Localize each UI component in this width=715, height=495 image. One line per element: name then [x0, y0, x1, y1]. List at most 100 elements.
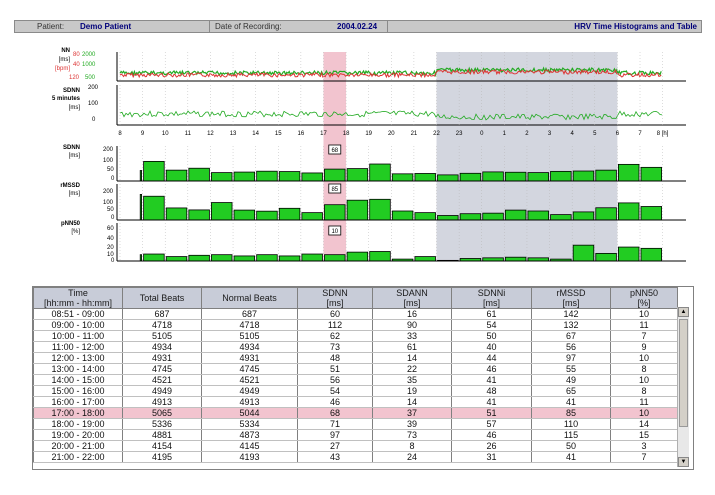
table-cell: 11: [610, 319, 678, 331]
scrollbar-thumb[interactable]: [679, 319, 688, 427]
table-cell: 4931: [201, 352, 298, 364]
sdnn-bar: [482, 171, 504, 182]
time-axis-label: 9: [141, 131, 145, 137]
nn-title: NN: [61, 48, 70, 54]
table-row[interactable]: 11:00 - 12:00 4934 4934 73 61 40 56 9: [33, 341, 678, 353]
col-header-sdnni[interactable]: SDNNi [ms]: [451, 287, 532, 309]
table-cell: 41: [531, 396, 611, 408]
table-row[interactable]: 20:00 - 21:00 4154 4145 27 8 26 50 3: [33, 440, 678, 452]
table-cell: 56: [297, 374, 373, 386]
sdnn5-unit: [ms]: [68, 105, 80, 111]
table-cell: 110: [531, 418, 611, 430]
sdnn-bar: [143, 160, 165, 182]
nn-left-tick: 80: [73, 52, 80, 58]
table-scrollbar[interactable]: ▲ ▼: [677, 307, 689, 467]
table-cell: 5336: [122, 418, 202, 430]
table-cell: 19:00 - 20:00: [33, 429, 123, 441]
col-header-sdnn[interactable]: SDNN [ms]: [297, 287, 373, 309]
table-cell: 4521: [201, 374, 298, 386]
nn-unit-ms: [ms]: [58, 57, 70, 63]
table-row[interactable]: 10:00 - 11:00 5105 5105 62 33 50 67 7: [33, 330, 678, 342]
table-cell: 50: [451, 330, 532, 342]
table-cell: 22: [372, 363, 452, 375]
scroll-down-icon[interactable]: ▼: [678, 457, 689, 467]
col-header-total-beats[interactable]: Total Beats: [122, 287, 202, 309]
time-axis-label: 8 [h]: [657, 131, 669, 137]
sdnn-bar: [165, 169, 188, 182]
hrv-table[interactable]: Time [hh:mm - hh:mm] Total Beats Normal B…: [32, 286, 694, 470]
table-cell: 61: [451, 308, 532, 320]
sdnn5-title: SDNN: [62, 88, 80, 94]
sdnn-bar: [391, 173, 414, 182]
sdnn-bar: [369, 163, 391, 182]
rmssd-bar: [527, 210, 549, 221]
pnn50-bar: [233, 255, 256, 262]
time-axis-label: 4: [571, 131, 575, 137]
table-cell: 71: [297, 418, 373, 430]
table-cell: 4193: [201, 451, 298, 463]
table-cell: 90: [372, 319, 452, 331]
time-axis-label: 20: [388, 131, 395, 137]
table-cell: 11: [610, 396, 678, 408]
table-cell: 68: [297, 407, 373, 419]
table-row[interactable]: 18:00 - 19:00 5336 5334 71 39 57 110 14: [33, 418, 678, 430]
table-cell: 46: [451, 429, 532, 441]
sdnn-callout-value: 68: [331, 148, 338, 154]
time-axis-label: 23: [456, 131, 463, 137]
table-cell: 5105: [201, 330, 298, 342]
sdnn-bar: [550, 170, 572, 182]
col-header-normal-beats[interactable]: Normal Beats: [201, 287, 298, 309]
col-header-rmssd[interactable]: rMSSD [ms]: [531, 287, 611, 309]
table-row[interactable]: 08:51 - 09:00 687 687 60 16 61 142 10: [33, 308, 678, 320]
table-cell: 14:00 - 15:00: [33, 374, 123, 386]
table-row[interactable]: 14:00 - 15:00 4521 4521 56 35 41 49 10: [33, 374, 678, 386]
table-cell: 4745: [122, 363, 202, 375]
rmssd-bar: [504, 209, 527, 221]
table-cell: 12:00 - 13:00: [33, 352, 123, 364]
table-row[interactable]: 16:00 - 17:00 4913 4913 46 14 41 41 11: [33, 396, 678, 408]
rmssd-bar: [165, 207, 188, 221]
sdnn5-subtitle: 5 minutes: [51, 96, 80, 102]
pnn50-unit: [%]: [71, 229, 80, 235]
scroll-up-icon[interactable]: ▲: [678, 307, 689, 317]
table-cell: 37: [372, 407, 452, 419]
table-cell: 9: [610, 341, 678, 353]
table-row[interactable]: 12:00 - 13:00 4931 4931 48 14 44 97 10: [33, 352, 678, 364]
col-header-time[interactable]: Time [hh:mm - hh:mm]: [33, 287, 123, 309]
table-cell: 4154: [122, 440, 202, 452]
table-cell: 85: [531, 407, 611, 419]
time-axis-label: 22: [433, 131, 440, 137]
table-row[interactable]: 15:00 - 16:00 4949 4949 54 19 48 65 8: [33, 385, 678, 397]
sdnn-tick: 50: [107, 167, 114, 173]
nn-right-tick: 1000: [82, 62, 96, 68]
table-cell: 15: [610, 429, 678, 441]
table-row[interactable]: 13:00 - 14:00 4745 4745 51 22 46 55 8: [33, 363, 678, 375]
table-cell: 57: [451, 418, 532, 430]
table-cell: 41: [451, 374, 532, 386]
sdnn-bar: [640, 166, 663, 182]
pnn50-bar: [617, 246, 640, 262]
table-row[interactable]: 21:00 - 22:00 4195 4193 43 24 31 41 7: [33, 451, 678, 463]
table-row[interactable]: 19:00 - 20:00 4881 4873 97 73 46 115 15: [33, 429, 678, 441]
sdnn-bar: [278, 171, 301, 182]
table-cell: 16: [372, 308, 452, 320]
col-header-pnn50[interactable]: pNN50 [%]: [610, 287, 678, 309]
sdnn-bar: [572, 170, 595, 182]
time-axis-label: 8: [118, 131, 122, 137]
table-cell: 687: [122, 308, 202, 320]
table-cell: 51: [451, 407, 532, 419]
table-row[interactable]: 17:00 - 18:00 5065 5044 68 37 51 85 10: [33, 407, 678, 419]
table-row[interactable]: 09:00 - 10:00 4718 4718 112 90 54 132 11: [33, 319, 678, 331]
nn-unit-bpm: [bpm]: [54, 66, 70, 72]
table-cell: 14: [372, 396, 452, 408]
time-axis-label: 15: [275, 131, 282, 137]
table-cell: 51: [297, 363, 373, 375]
sdnn-bar: [139, 170, 143, 182]
nn-trace-ms: [119, 66, 662, 78]
table-cell: 142: [531, 308, 611, 320]
table-cell: 4913: [201, 396, 298, 408]
col-header-sdann[interactable]: SDANN [ms]: [372, 287, 452, 309]
table-cell: 49: [531, 374, 611, 386]
time-axis-label: 13: [230, 131, 237, 137]
table-cell: 4949: [122, 385, 202, 397]
